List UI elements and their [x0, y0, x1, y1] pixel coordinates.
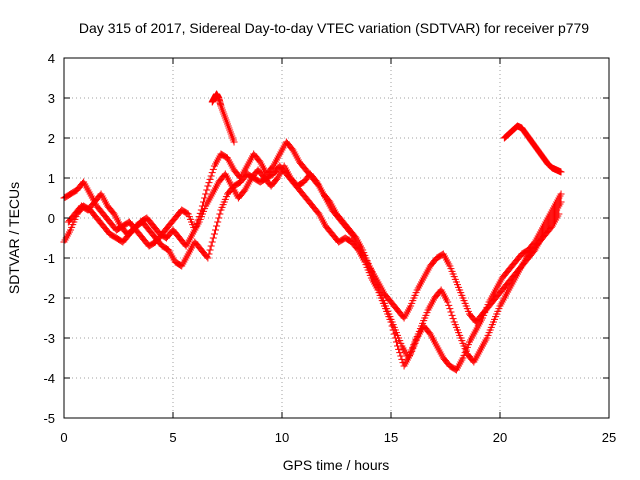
data-point [396, 349, 404, 357]
data-point [395, 345, 403, 353]
data-point [392, 338, 400, 346]
series-track-5 [500, 122, 565, 176]
x-tick-label: 20 [493, 430, 507, 445]
data-point [446, 305, 454, 313]
y-tick-label: 2 [48, 131, 55, 146]
data-point [445, 301, 453, 309]
data-point [206, 246, 214, 254]
y-tick-label: -5 [43, 411, 55, 426]
data-point [206, 175, 214, 183]
x-tick-label: 15 [384, 430, 398, 445]
y-tick-label: -3 [43, 331, 55, 346]
data-point [214, 218, 222, 226]
data-point [203, 186, 211, 194]
y-tick-labels: -5 -4 -3 -2 -1 0 1 2 3 4 [43, 51, 55, 426]
data-point [449, 315, 457, 323]
data-point [557, 198, 565, 206]
data-point [207, 172, 215, 180]
x-tick-label: 0 [60, 430, 67, 445]
data-point [202, 190, 210, 198]
series-track-4 [208, 90, 238, 146]
y-tick-label: -1 [43, 251, 55, 266]
x-tick-label: 10 [275, 430, 289, 445]
series-track-3 [64, 162, 563, 366]
data-point [397, 352, 405, 360]
data-point [209, 234, 217, 242]
data-point [208, 169, 216, 177]
y-axis-label: SDTVAR / TECUs [6, 182, 22, 294]
y-tick-label: 4 [48, 51, 55, 66]
data-point [209, 165, 217, 173]
data-point [230, 138, 238, 146]
y-tick-label: 0 [48, 211, 55, 226]
data-point [215, 214, 223, 222]
data-points [60, 90, 565, 374]
x-axis-label: GPS time / hours [283, 457, 390, 473]
data-point [447, 308, 455, 316]
data-point [557, 168, 565, 176]
data-point [212, 226, 220, 234]
data-point [448, 311, 456, 319]
data-point [205, 250, 213, 258]
data-point [204, 182, 212, 190]
data-point [555, 210, 563, 218]
axis-ticks [63, 57, 610, 419]
y-tick-label: 1 [48, 171, 55, 186]
data-point [208, 238, 216, 246]
y-tick-label: -4 [43, 371, 55, 386]
data-point [398, 355, 406, 363]
data-point [210, 230, 218, 238]
x-tick-labels: 0 5 10 15 20 25 [60, 430, 616, 445]
data-point [204, 254, 212, 262]
data-point [557, 190, 565, 198]
chart-title: Day 315 of 2017, Sidereal Day-to-day VTE… [79, 20, 589, 36]
data-point [444, 298, 452, 306]
y-tick-label: -2 [43, 291, 55, 306]
data-point [213, 222, 221, 230]
data-point [207, 242, 215, 250]
x-tick-label: 25 [602, 430, 616, 445]
data-point [205, 179, 213, 187]
plot-frame [63, 57, 610, 419]
data-point [216, 210, 224, 218]
y-tick-label: 3 [48, 91, 55, 106]
x-tick-label: 5 [169, 430, 176, 445]
